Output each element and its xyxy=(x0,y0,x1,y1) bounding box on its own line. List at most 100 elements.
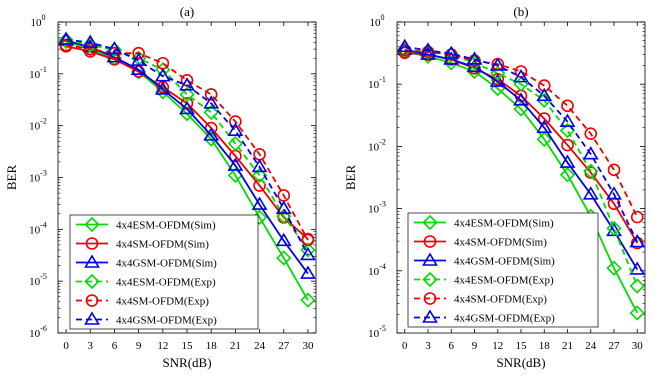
data-point xyxy=(537,79,551,92)
legend-marker xyxy=(423,235,437,248)
data-point xyxy=(629,261,645,275)
chart-panel-b: (b)0 3 6 9 12 15 18 21 24 27 3010-510-410-310-210-… xyxy=(343,4,646,370)
legend-label: 4x4GSM-OFDM(Exp) xyxy=(116,315,217,327)
x-tick-label: 27 xyxy=(278,340,290,352)
data-point xyxy=(300,265,316,279)
x-tick-label: 9 xyxy=(136,340,142,352)
data-point xyxy=(204,88,218,101)
series-line xyxy=(65,39,309,251)
x-axis-label: SNR(dB) xyxy=(162,355,211,370)
legend-marker xyxy=(422,271,438,288)
data-point xyxy=(582,186,599,200)
legend-label: 4x4GSM-OFDM(Sim) xyxy=(116,258,217,270)
x-tick-label: 3 xyxy=(88,340,94,352)
x-tick-label: 3 xyxy=(425,340,431,352)
series-circle-solid xyxy=(59,39,315,246)
legend-label: 4x4SM-OFDM(Sim) xyxy=(116,239,209,251)
y-tick-label: 10-1 xyxy=(29,65,47,81)
y-tick-exponent: -1 xyxy=(40,65,47,74)
legend-item: 4x4SM-OFDM(Sim) xyxy=(414,235,547,249)
data-point xyxy=(229,115,242,128)
y-tick-label: 10-4 xyxy=(368,262,386,278)
legend-item: 4x4GSM-OFDM(Sim) xyxy=(414,252,555,268)
data-point xyxy=(490,65,506,81)
legend-item: 4x4ESM-OFDM(Sim) xyxy=(76,216,216,233)
data-point xyxy=(561,138,574,152)
y-tick-label: 10-5 xyxy=(368,324,386,340)
data-point xyxy=(536,119,553,133)
panel-title: (b) xyxy=(513,4,528,19)
data-point xyxy=(397,41,413,55)
panel-title: (a) xyxy=(180,4,194,19)
legend-item: 4x4ESM-OFDM(Sim) xyxy=(414,214,554,231)
y-tick-base: 10 xyxy=(368,204,380,216)
data-point xyxy=(203,127,220,141)
legend-marker xyxy=(85,294,99,307)
data-point xyxy=(559,154,576,168)
data-point xyxy=(559,113,576,127)
legend-label: 4x4SM-OFDM(Sim) xyxy=(454,237,547,249)
data-point xyxy=(58,32,74,48)
y-tick-exponent: 0 xyxy=(42,13,46,22)
legend-label: 4x4GSM-OFDM(Exp) xyxy=(454,313,555,325)
x-tick-label: 12 xyxy=(492,340,503,352)
series-line xyxy=(404,45,639,243)
x-tick-label: 24 xyxy=(254,340,266,352)
data-point xyxy=(513,69,529,83)
x-tick-label: 12 xyxy=(157,340,168,352)
legend-label: 4x4GSM-OFDM(Sim) xyxy=(454,256,555,268)
y-tick-label: 10-2 xyxy=(29,117,47,133)
data-point xyxy=(132,46,145,60)
data-point xyxy=(468,54,481,67)
x-tick-label: 0 xyxy=(63,340,69,352)
y-tick-exponent: -2 xyxy=(379,137,386,146)
data-point xyxy=(397,38,413,53)
legend-label: 4x4ESM-OFDM(Sim) xyxy=(454,218,554,230)
series-line xyxy=(65,44,309,241)
series-circle-dashed xyxy=(59,38,315,247)
x-tick-label: 30 xyxy=(632,340,644,352)
x-tick-label: 0 xyxy=(402,340,408,352)
y-tick-exponent: -5 xyxy=(40,272,47,281)
x-tick-label: 9 xyxy=(472,340,478,352)
y-tick-label: 100 xyxy=(31,13,46,29)
y-tick-label: 10-4 xyxy=(29,220,47,236)
data-point xyxy=(559,167,576,183)
legend-item: 4x4SM-OFDM(Exp) xyxy=(414,292,547,306)
y-tick-exponent: -6 xyxy=(40,324,47,333)
data-point xyxy=(58,31,74,45)
data-point xyxy=(630,210,644,224)
data-point xyxy=(251,158,268,173)
x-tick-label: 21 xyxy=(230,340,241,352)
data-point xyxy=(203,104,219,121)
data-point xyxy=(607,163,621,177)
data-point xyxy=(106,41,123,55)
y-tick-exponent: -2 xyxy=(40,117,47,126)
x-tick-label: 21 xyxy=(562,340,573,352)
data-point xyxy=(582,146,599,160)
data-point xyxy=(561,99,574,113)
y-tick-base: 10 xyxy=(31,17,43,29)
data-point xyxy=(130,52,147,66)
series-triangle-solid xyxy=(58,32,316,279)
y-tick-base: 10 xyxy=(368,328,380,340)
legend-box xyxy=(69,214,259,330)
data-point xyxy=(275,232,292,247)
x-tick-label: 6 xyxy=(112,340,118,352)
legend-item: 4x4GSM-OFDM(Exp) xyxy=(76,311,217,327)
data-point xyxy=(154,68,171,82)
y-tick-exponent: -4 xyxy=(379,262,386,271)
legend-box xyxy=(407,212,599,328)
y-tick-exponent: -5 xyxy=(379,324,386,333)
series-triangle-dashed xyxy=(397,38,645,248)
legend-label: 4x4ESM-OFDM(Sim) xyxy=(116,220,216,232)
y-tick-base: 10 xyxy=(29,328,41,340)
y-tick-base: 10 xyxy=(29,173,41,185)
data-point xyxy=(251,167,268,183)
data-point xyxy=(179,106,195,122)
data-point xyxy=(629,233,645,248)
legend-marker xyxy=(423,292,437,305)
data-point xyxy=(583,163,599,179)
y-tick-exponent: 0 xyxy=(381,13,385,22)
